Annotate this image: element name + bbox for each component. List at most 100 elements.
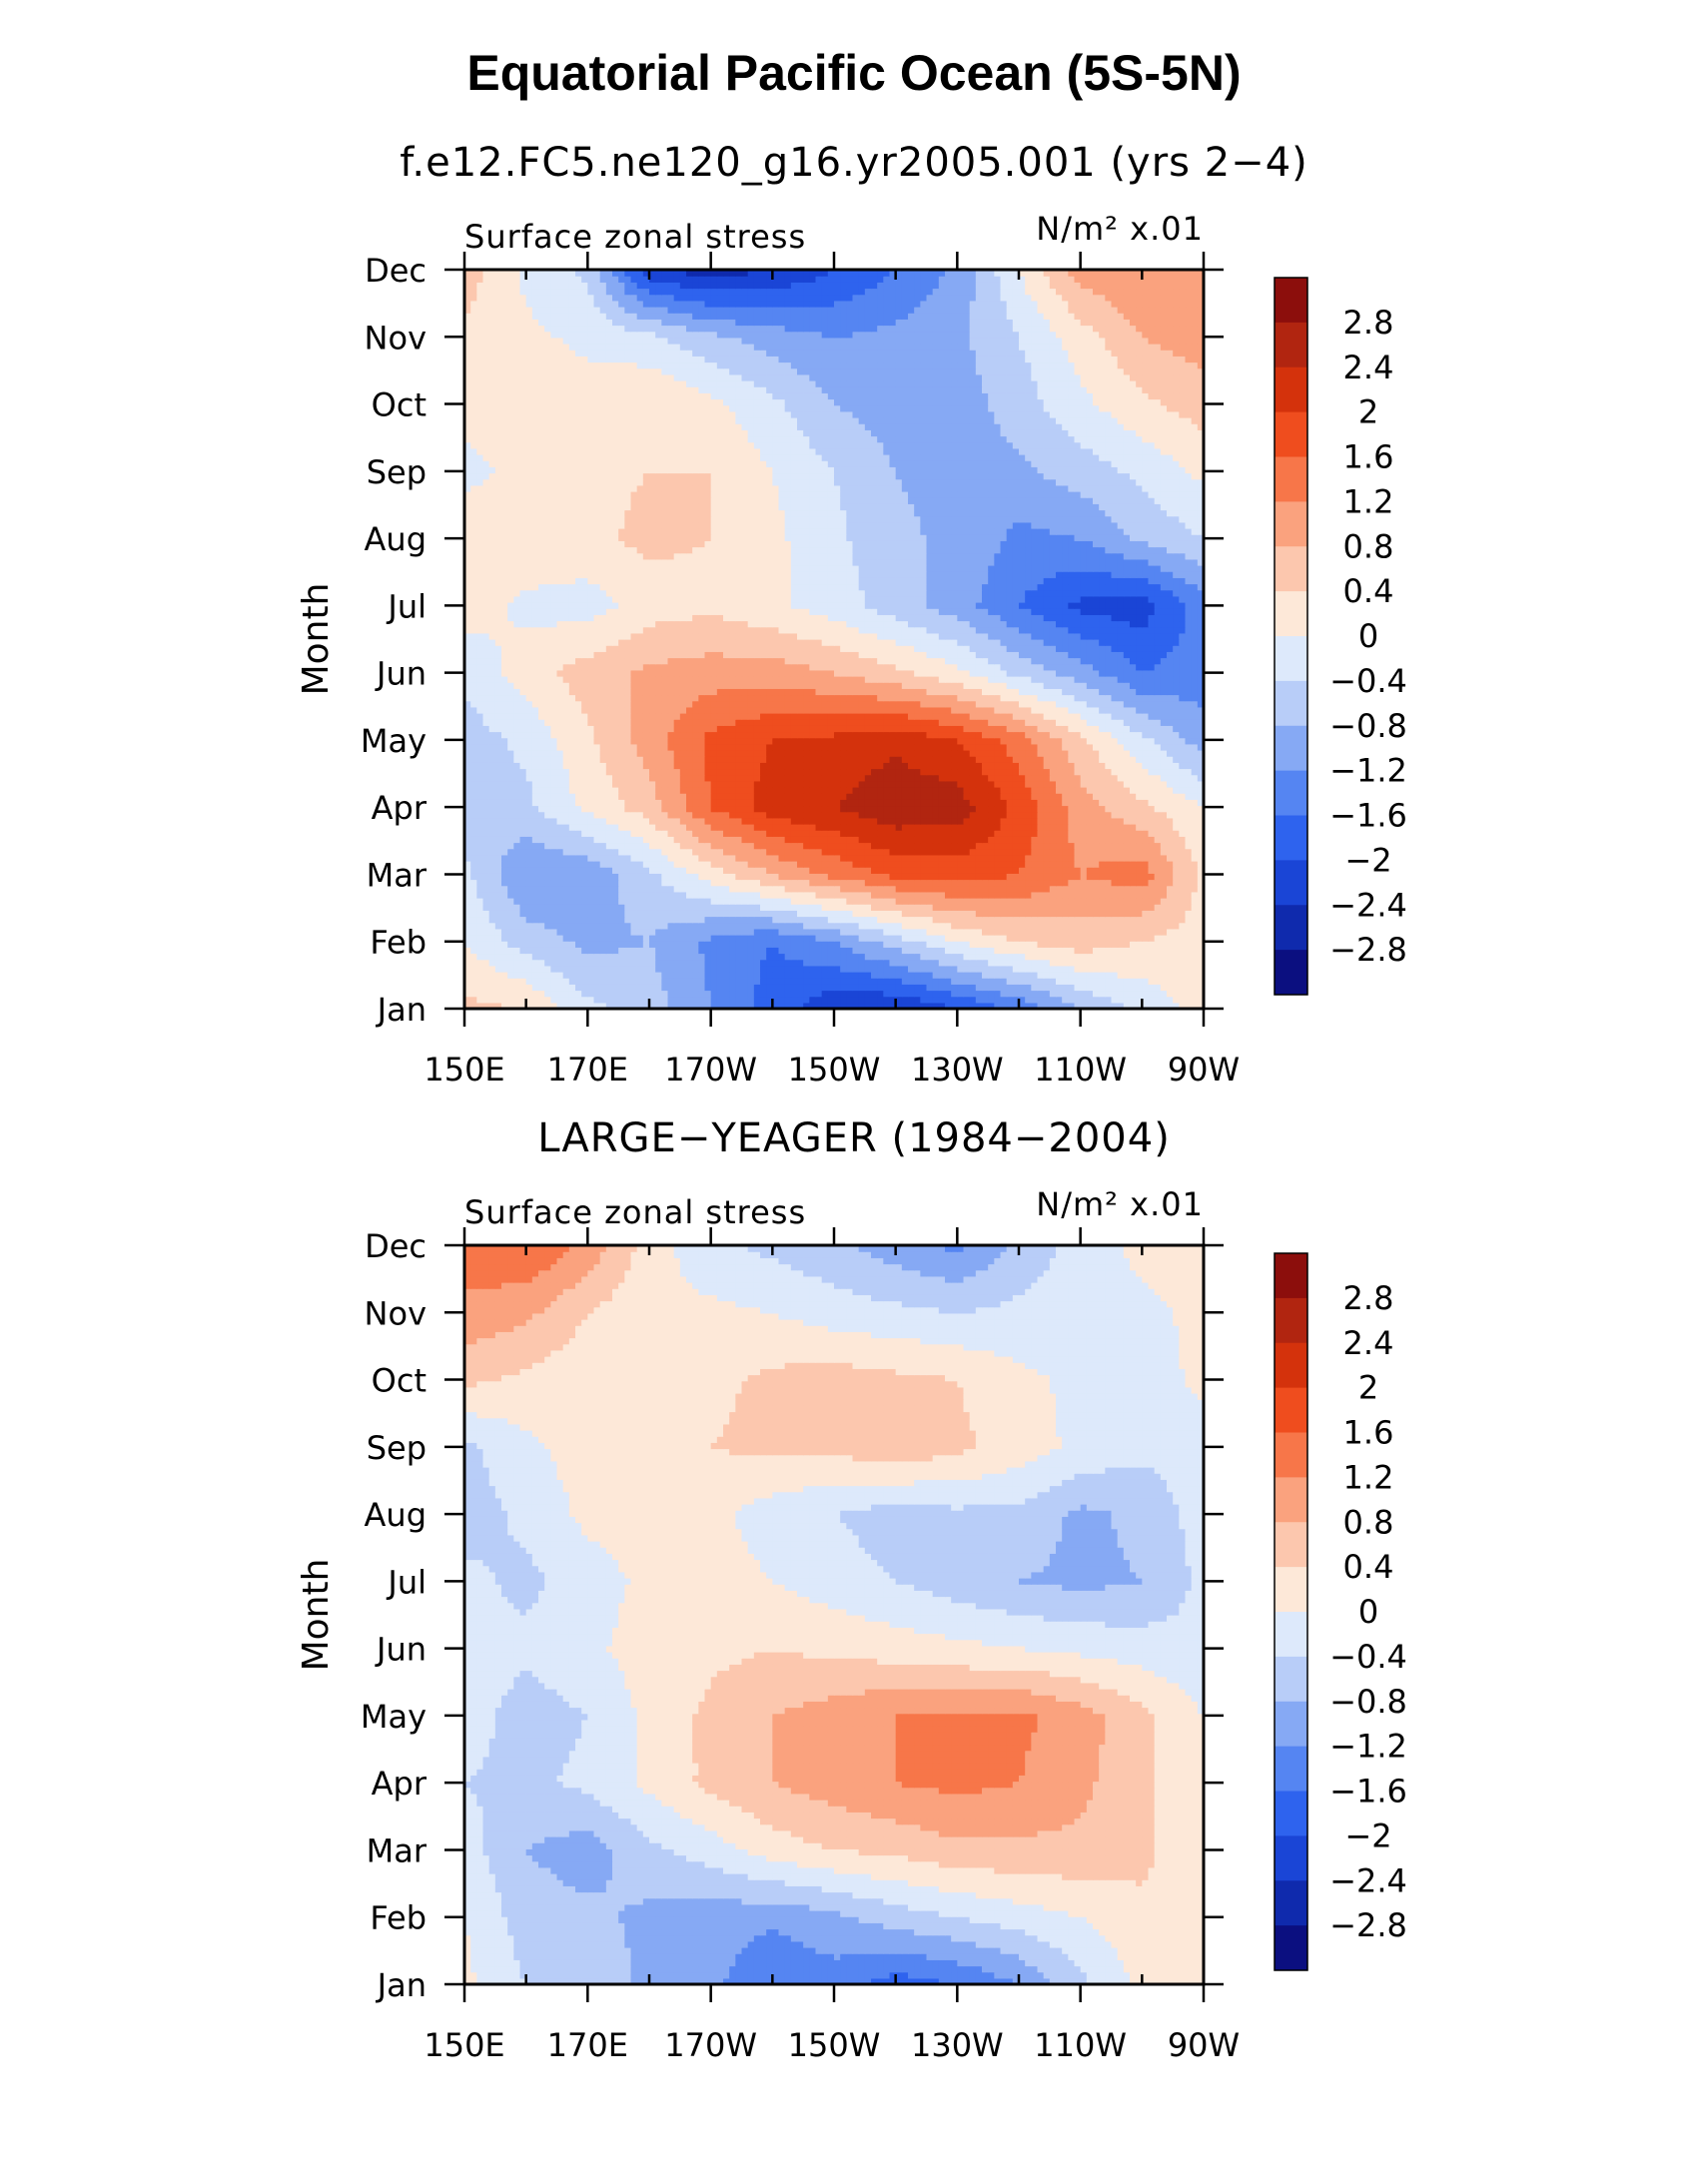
heatmap-cell bbox=[932, 873, 940, 881]
heatmap-cell bbox=[1037, 935, 1045, 942]
heatmap-cell bbox=[982, 793, 989, 800]
heatmap-cell bbox=[1105, 861, 1113, 868]
heatmap-cell bbox=[920, 891, 928, 899]
heatmap-cell bbox=[864, 978, 872, 985]
heatmap-cell bbox=[1000, 879, 1008, 887]
heatmap-cell bbox=[642, 910, 650, 918]
heatmap-cell bbox=[969, 854, 977, 862]
heatmap-cell bbox=[994, 947, 1002, 955]
heatmap-cell bbox=[550, 756, 558, 763]
heatmap-cell bbox=[698, 762, 706, 770]
heatmap-cell bbox=[741, 824, 749, 831]
heatmap-cell bbox=[1043, 935, 1051, 942]
heatmap-cell bbox=[550, 861, 558, 868]
heatmap-cell bbox=[538, 984, 545, 992]
heatmap-cell bbox=[772, 972, 780, 979]
heatmap-cell bbox=[975, 916, 983, 924]
heatmap-cell bbox=[747, 873, 755, 881]
heatmap-cell bbox=[1056, 941, 1063, 948]
heatmap-cell bbox=[482, 891, 490, 899]
heatmap-cell bbox=[1154, 787, 1162, 794]
heatmap-cell bbox=[877, 774, 884, 782]
heatmap-cell bbox=[957, 854, 965, 862]
heatmap-cell bbox=[605, 787, 613, 794]
heatmap-cell bbox=[1191, 959, 1199, 967]
heatmap-cell bbox=[1049, 922, 1057, 930]
heatmap-cell bbox=[710, 978, 718, 985]
heatmap-cell bbox=[661, 854, 669, 862]
heatmap-cell bbox=[1173, 904, 1180, 911]
heatmap-cell bbox=[1105, 941, 1113, 948]
heatmap-cell bbox=[1117, 984, 1125, 992]
heatmap-cell bbox=[821, 780, 829, 788]
heatmap-cell bbox=[1142, 756, 1150, 763]
heatmap-cell bbox=[1160, 836, 1168, 844]
heatmap-cell bbox=[612, 768, 619, 776]
heatmap-cell bbox=[920, 817, 928, 825]
heatmap-cell bbox=[735, 885, 743, 893]
heatmap-cell bbox=[556, 904, 564, 911]
heatmap-cell bbox=[667, 885, 675, 893]
heatmap-cell bbox=[612, 879, 619, 887]
heatmap-cell bbox=[797, 972, 804, 979]
heatmap-cell bbox=[692, 953, 699, 961]
heatmap-cell bbox=[901, 867, 909, 874]
heatmap-cell bbox=[1056, 817, 1063, 825]
heatmap-cell bbox=[544, 817, 551, 825]
heatmap-cell bbox=[562, 916, 570, 924]
heatmap-cell bbox=[556, 947, 564, 955]
heatmap-cell bbox=[649, 805, 656, 813]
heatmap-cell bbox=[908, 953, 915, 961]
heatmap-cell bbox=[815, 873, 823, 881]
heatmap-cell bbox=[1185, 756, 1193, 763]
heatmap-cell bbox=[575, 780, 582, 788]
heatmap-cell bbox=[525, 916, 533, 924]
heatmap-cell bbox=[840, 861, 847, 868]
heatmap-cell bbox=[963, 811, 971, 819]
heatmap-cell bbox=[624, 861, 632, 868]
heatmap-cell bbox=[655, 978, 662, 985]
heatmap-cell bbox=[470, 854, 477, 862]
heatmap-cell bbox=[883, 978, 891, 985]
heatmap-cell bbox=[994, 805, 1002, 813]
heatmap-cell bbox=[784, 817, 792, 825]
heatmap-cell bbox=[531, 774, 539, 782]
heatmap-cell bbox=[1062, 799, 1069, 807]
heatmap-cell bbox=[562, 768, 570, 776]
heatmap-cell bbox=[649, 953, 656, 961]
heatmap-cell bbox=[1037, 867, 1045, 874]
heatmap-cell bbox=[550, 787, 558, 794]
heatmap-cell bbox=[679, 953, 687, 961]
heatmap-cell bbox=[704, 848, 712, 856]
heatmap-cell bbox=[982, 1002, 989, 1010]
heatmap-cell bbox=[920, 848, 928, 856]
heatmap-cell bbox=[895, 904, 903, 911]
heatmap-cell bbox=[846, 762, 854, 770]
heatmap-cell bbox=[482, 978, 490, 985]
heatmap-cell bbox=[692, 935, 699, 942]
heatmap-cell bbox=[846, 750, 854, 757]
heatmap-cell bbox=[624, 910, 632, 918]
heatmap-cell bbox=[895, 922, 903, 930]
heatmap-cell bbox=[1111, 854, 1119, 862]
heatmap-cell bbox=[630, 842, 638, 850]
heatmap-cell bbox=[1043, 848, 1051, 856]
heatmap-cell bbox=[673, 768, 681, 776]
heatmap-cell bbox=[895, 972, 903, 979]
heatmap-cell bbox=[790, 965, 798, 973]
heatmap-cell bbox=[1086, 1002, 1094, 1010]
heatmap-cell bbox=[692, 891, 699, 899]
heatmap-cell bbox=[901, 750, 909, 757]
heatmap-cell bbox=[760, 947, 767, 955]
heatmap-cell bbox=[716, 787, 724, 794]
heatmap-cell bbox=[531, 836, 539, 844]
heatmap-cell bbox=[840, 879, 847, 887]
heatmap-cell bbox=[630, 959, 638, 967]
heatmap-cell bbox=[599, 916, 607, 924]
heatmap-cell bbox=[1093, 972, 1100, 979]
heatmap-cell bbox=[846, 972, 854, 979]
heatmap-cell bbox=[655, 793, 662, 800]
heatmap-cell bbox=[655, 1002, 662, 1010]
heatmap-cell bbox=[908, 935, 915, 942]
heatmap-cell bbox=[790, 861, 798, 868]
